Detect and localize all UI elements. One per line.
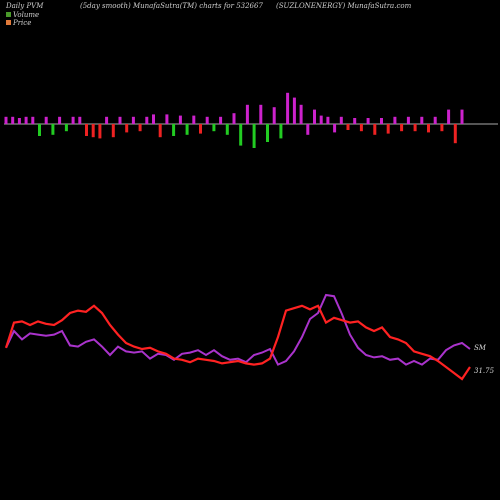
legend-price-label: Price: [12, 19, 31, 27]
volume-bar: [4, 116, 8, 124]
price-line: [4, 304, 471, 381]
price-last-label: 31.75: [474, 367, 495, 375]
legend-price-swatch: [6, 20, 11, 25]
volume-bar: [427, 124, 430, 133]
volume-bar: [413, 124, 417, 132]
volume-bar: [346, 124, 350, 130]
volume-bar: [38, 124, 41, 136]
volume-bar: [78, 116, 82, 124]
volume-bar: [460, 109, 464, 124]
volume-bar: [447, 109, 451, 124]
legend-volume-swatch: [6, 12, 11, 17]
volume-bar: [406, 116, 410, 124]
volume-bar: [64, 124, 68, 132]
volume-bar: [172, 124, 176, 136]
volume-bar: [313, 109, 316, 124]
volume-bar: [105, 116, 109, 124]
volume-bar: [453, 124, 457, 144]
pvm-line: [5, 293, 471, 366]
volume-bar: [353, 118, 357, 124]
volume-bar: [98, 124, 102, 139]
volume-bar: [386, 124, 390, 134]
volume-bar: [192, 115, 196, 124]
volume-bar: [225, 124, 229, 135]
header-left: Daily PVM: [5, 2, 44, 10]
volume-bar: [178, 115, 182, 124]
volume-bar: [326, 116, 330, 124]
volume-bar: [286, 92, 290, 124]
volume-bar: [131, 116, 135, 124]
legend-volume-label: Volume: [13, 11, 39, 19]
volume-bar: [393, 116, 397, 124]
volume-bar: [306, 124, 310, 135]
volume-bar: [24, 116, 28, 124]
volume-bar: [91, 124, 95, 138]
volume-bar: [199, 124, 202, 134]
volume-bar: [158, 124, 162, 138]
pvm-last-label: SM: [474, 344, 487, 352]
volume-bar: [239, 124, 243, 146]
volume-bar: [118, 116, 122, 124]
volume-bar: [292, 97, 296, 124]
volume-bar: [152, 114, 155, 124]
volume-bar: [339, 116, 343, 124]
volume-bar: [319, 115, 323, 124]
volume-bars: [4, 92, 464, 148]
volume-bar: [212, 124, 216, 132]
volume-bar: [232, 113, 236, 124]
volume-bar: [366, 118, 370, 124]
volume-bar: [272, 107, 276, 124]
volume-bar: [380, 118, 383, 124]
volume-bar: [11, 116, 15, 124]
volume-bar: [145, 116, 149, 124]
volume-bar: [125, 124, 129, 133]
volume-bar: [333, 124, 337, 133]
volume-bar: [252, 124, 256, 148]
volume-bar: [245, 104, 249, 124]
volume-bar: [31, 116, 35, 124]
volume-bar: [420, 116, 424, 124]
volume-bar: [71, 116, 75, 124]
volume-bar: [373, 124, 377, 135]
volume-bar: [400, 124, 404, 132]
volume-bar: [165, 114, 169, 124]
volume-bar: [85, 124, 88, 136]
volume-bar: [17, 118, 21, 124]
volume-bar: [440, 124, 444, 132]
volume-bar: [51, 124, 55, 135]
volume-bar: [299, 104, 303, 124]
volume-bar: [266, 124, 269, 142]
header-right: (SUZLONENERGY) MunafaSutra.com: [276, 2, 412, 10]
header-center: (5day smooth) MunafaSutra(TM) charts for…: [80, 2, 263, 10]
volume-bar: [138, 124, 142, 132]
volume-bar: [433, 116, 437, 124]
volume-bar: [279, 124, 283, 139]
volume-bar: [219, 116, 223, 124]
volume-bar: [44, 116, 48, 124]
volume-bar: [111, 124, 115, 138]
volume-bar: [58, 116, 62, 124]
volume-bar: [205, 116, 209, 124]
volume-bar: [259, 104, 263, 124]
volume-bar: [359, 124, 363, 132]
volume-bar: [185, 124, 189, 135]
